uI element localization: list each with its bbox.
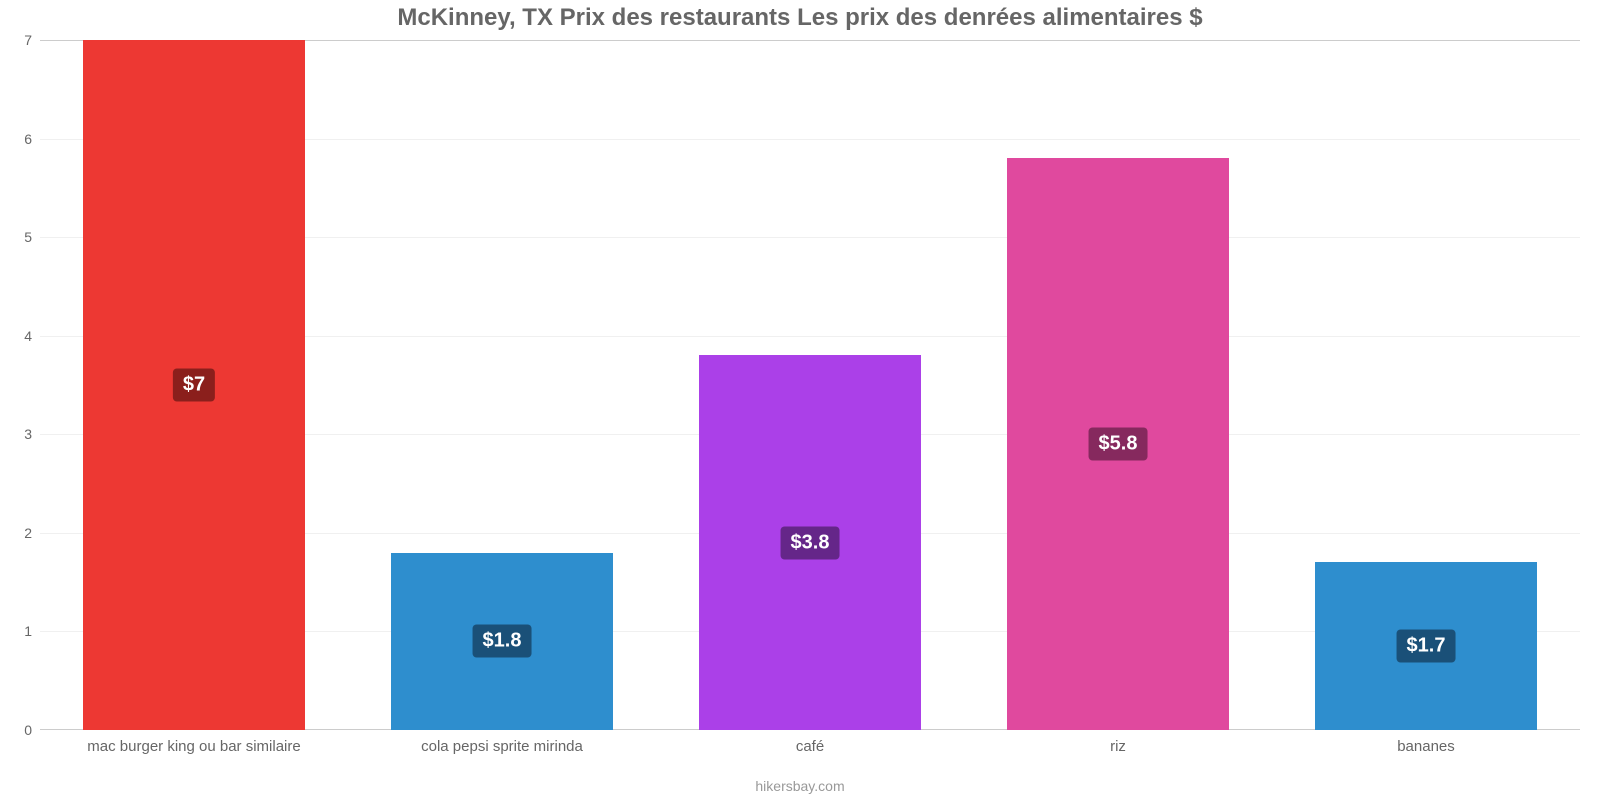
value-badge: $1.8 (473, 625, 532, 658)
plot-area: 01234567$7mac burger king ou bar similai… (40, 40, 1580, 730)
x-axis-label: mac burger king ou bar similaire (87, 730, 300, 755)
value-badge: $3.8 (781, 526, 840, 559)
x-axis-label: riz (1110, 730, 1126, 755)
bar: $3.8 (699, 355, 921, 730)
y-tick-label: 1 (10, 623, 40, 639)
x-axis-label: cola pepsi sprite mirinda (421, 730, 583, 755)
y-tick-label: 6 (10, 131, 40, 147)
chart-footer: hikersbay.com (0, 778, 1600, 794)
value-badge: $5.8 (1089, 428, 1148, 461)
bar: $1.7 (1315, 562, 1537, 730)
y-tick-label: 3 (10, 426, 40, 442)
bar: $5.8 (1007, 158, 1229, 730)
value-badge: $1.7 (1397, 630, 1456, 663)
y-tick-label: 4 (10, 328, 40, 344)
x-axis-label: bananes (1397, 730, 1455, 755)
value-badge: $7 (173, 369, 215, 402)
y-tick-label: 7 (10, 32, 40, 48)
chart-title: McKinney, TX Prix des restaurants Les pr… (0, 4, 1600, 32)
y-tick-label: 0 (10, 722, 40, 738)
bar: $7 (83, 40, 305, 730)
y-tick-label: 5 (10, 229, 40, 245)
y-tick-label: 2 (10, 525, 40, 541)
x-axis-label: café (796, 730, 824, 755)
bar: $1.8 (391, 553, 613, 730)
